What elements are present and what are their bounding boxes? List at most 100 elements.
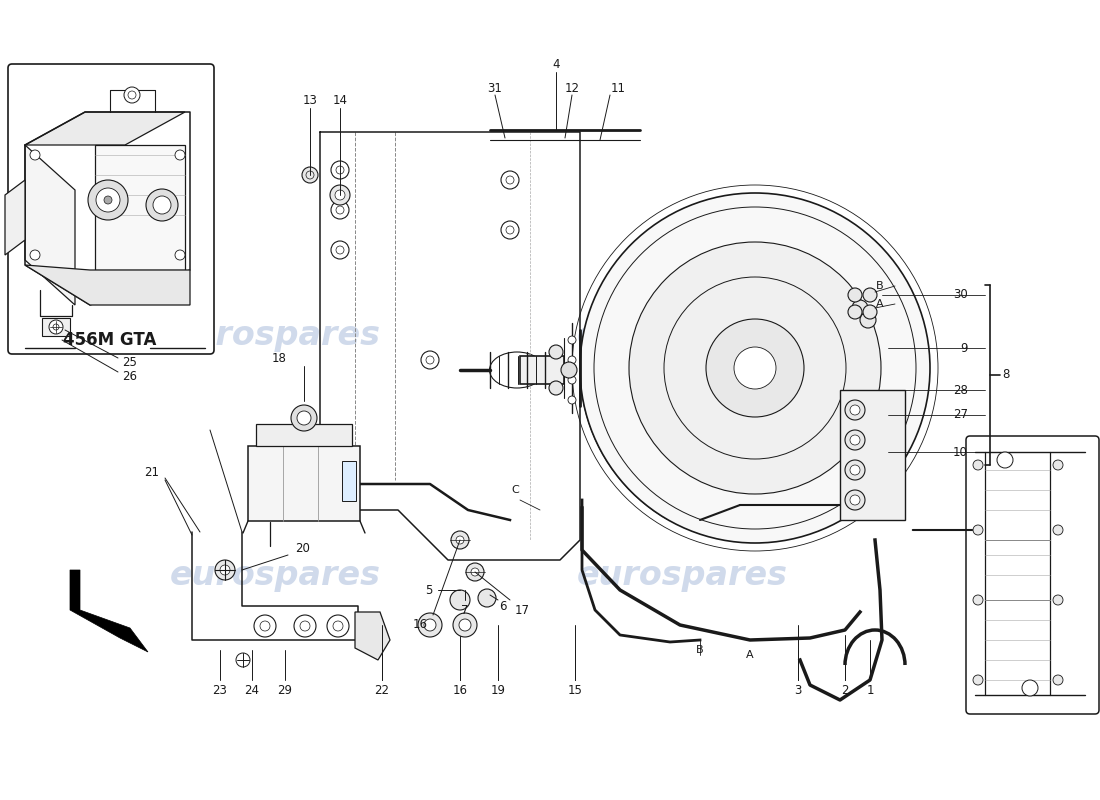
Circle shape xyxy=(96,188,120,212)
Text: 26: 26 xyxy=(122,370,138,382)
Circle shape xyxy=(236,653,250,667)
Circle shape xyxy=(1053,675,1063,685)
Text: 16: 16 xyxy=(412,618,428,630)
Circle shape xyxy=(850,465,860,475)
Circle shape xyxy=(450,590,470,610)
Circle shape xyxy=(974,460,983,470)
Circle shape xyxy=(500,171,519,189)
Circle shape xyxy=(146,189,178,221)
Text: 25: 25 xyxy=(122,355,138,369)
Circle shape xyxy=(974,525,983,535)
Circle shape xyxy=(50,320,63,334)
Circle shape xyxy=(478,589,496,607)
Polygon shape xyxy=(25,112,185,145)
Circle shape xyxy=(860,312,876,328)
Circle shape xyxy=(331,241,349,259)
Circle shape xyxy=(175,250,185,260)
Text: A: A xyxy=(746,650,754,660)
Circle shape xyxy=(175,150,185,160)
Circle shape xyxy=(629,242,881,494)
Text: 28: 28 xyxy=(953,383,968,397)
Text: 9: 9 xyxy=(960,342,968,354)
Circle shape xyxy=(852,300,868,316)
Circle shape xyxy=(331,161,349,179)
Circle shape xyxy=(331,201,349,219)
Text: 2: 2 xyxy=(842,683,849,697)
Text: 23: 23 xyxy=(212,683,228,697)
Polygon shape xyxy=(70,570,148,652)
Polygon shape xyxy=(95,145,185,270)
Circle shape xyxy=(845,400,865,420)
Circle shape xyxy=(424,619,436,631)
Text: 4: 4 xyxy=(552,58,560,70)
Circle shape xyxy=(568,376,576,384)
Circle shape xyxy=(104,196,112,204)
Text: C: C xyxy=(512,485,519,495)
Circle shape xyxy=(734,347,776,389)
Text: 7: 7 xyxy=(461,603,469,617)
Bar xyxy=(342,461,356,501)
Text: 13: 13 xyxy=(302,94,318,106)
Circle shape xyxy=(30,150,40,160)
Text: 22: 22 xyxy=(374,683,389,697)
Circle shape xyxy=(549,381,563,395)
Text: eurospares: eurospares xyxy=(576,319,788,353)
Circle shape xyxy=(1022,680,1038,696)
Text: B: B xyxy=(877,281,883,291)
Circle shape xyxy=(459,619,471,631)
Bar xyxy=(248,446,360,521)
Text: 30: 30 xyxy=(954,289,968,302)
Circle shape xyxy=(845,460,865,480)
Circle shape xyxy=(453,613,477,637)
Circle shape xyxy=(254,615,276,637)
Text: 6: 6 xyxy=(499,601,507,614)
Circle shape xyxy=(568,396,576,404)
Circle shape xyxy=(456,536,464,544)
Text: 10: 10 xyxy=(953,446,968,458)
Text: 18: 18 xyxy=(272,351,286,365)
Bar xyxy=(42,318,70,336)
Circle shape xyxy=(850,435,860,445)
Circle shape xyxy=(327,615,349,637)
Text: 3: 3 xyxy=(794,683,802,697)
FancyBboxPatch shape xyxy=(966,436,1099,714)
Bar xyxy=(520,356,564,384)
Text: eurospares: eurospares xyxy=(169,559,381,593)
Circle shape xyxy=(330,185,350,205)
Circle shape xyxy=(124,87,140,103)
Circle shape xyxy=(302,167,318,183)
Circle shape xyxy=(848,288,862,302)
Text: 456M GTA: 456M GTA xyxy=(64,331,156,349)
Circle shape xyxy=(297,411,311,425)
Circle shape xyxy=(451,531,469,549)
Circle shape xyxy=(549,345,563,359)
Polygon shape xyxy=(25,265,190,305)
Circle shape xyxy=(845,490,865,510)
Text: eurospares: eurospares xyxy=(169,319,381,353)
Text: 11: 11 xyxy=(610,82,626,94)
Text: B: B xyxy=(696,645,704,655)
Text: 12: 12 xyxy=(564,82,580,94)
Text: eurospares: eurospares xyxy=(576,559,788,593)
Circle shape xyxy=(214,560,235,580)
Circle shape xyxy=(580,193,930,543)
Circle shape xyxy=(850,495,860,505)
Circle shape xyxy=(568,356,576,364)
Circle shape xyxy=(30,250,40,260)
Circle shape xyxy=(466,563,484,581)
Circle shape xyxy=(864,305,877,319)
Text: 19: 19 xyxy=(491,683,506,697)
Text: 16: 16 xyxy=(452,683,468,697)
Circle shape xyxy=(561,362,578,378)
Text: 8: 8 xyxy=(1002,369,1010,382)
Circle shape xyxy=(974,675,983,685)
Circle shape xyxy=(864,288,877,302)
Circle shape xyxy=(997,452,1013,468)
Circle shape xyxy=(850,405,860,415)
Circle shape xyxy=(220,565,230,575)
Text: 21: 21 xyxy=(144,466,159,479)
Circle shape xyxy=(421,351,439,369)
Circle shape xyxy=(974,595,983,605)
Circle shape xyxy=(418,613,442,637)
Circle shape xyxy=(471,568,478,576)
